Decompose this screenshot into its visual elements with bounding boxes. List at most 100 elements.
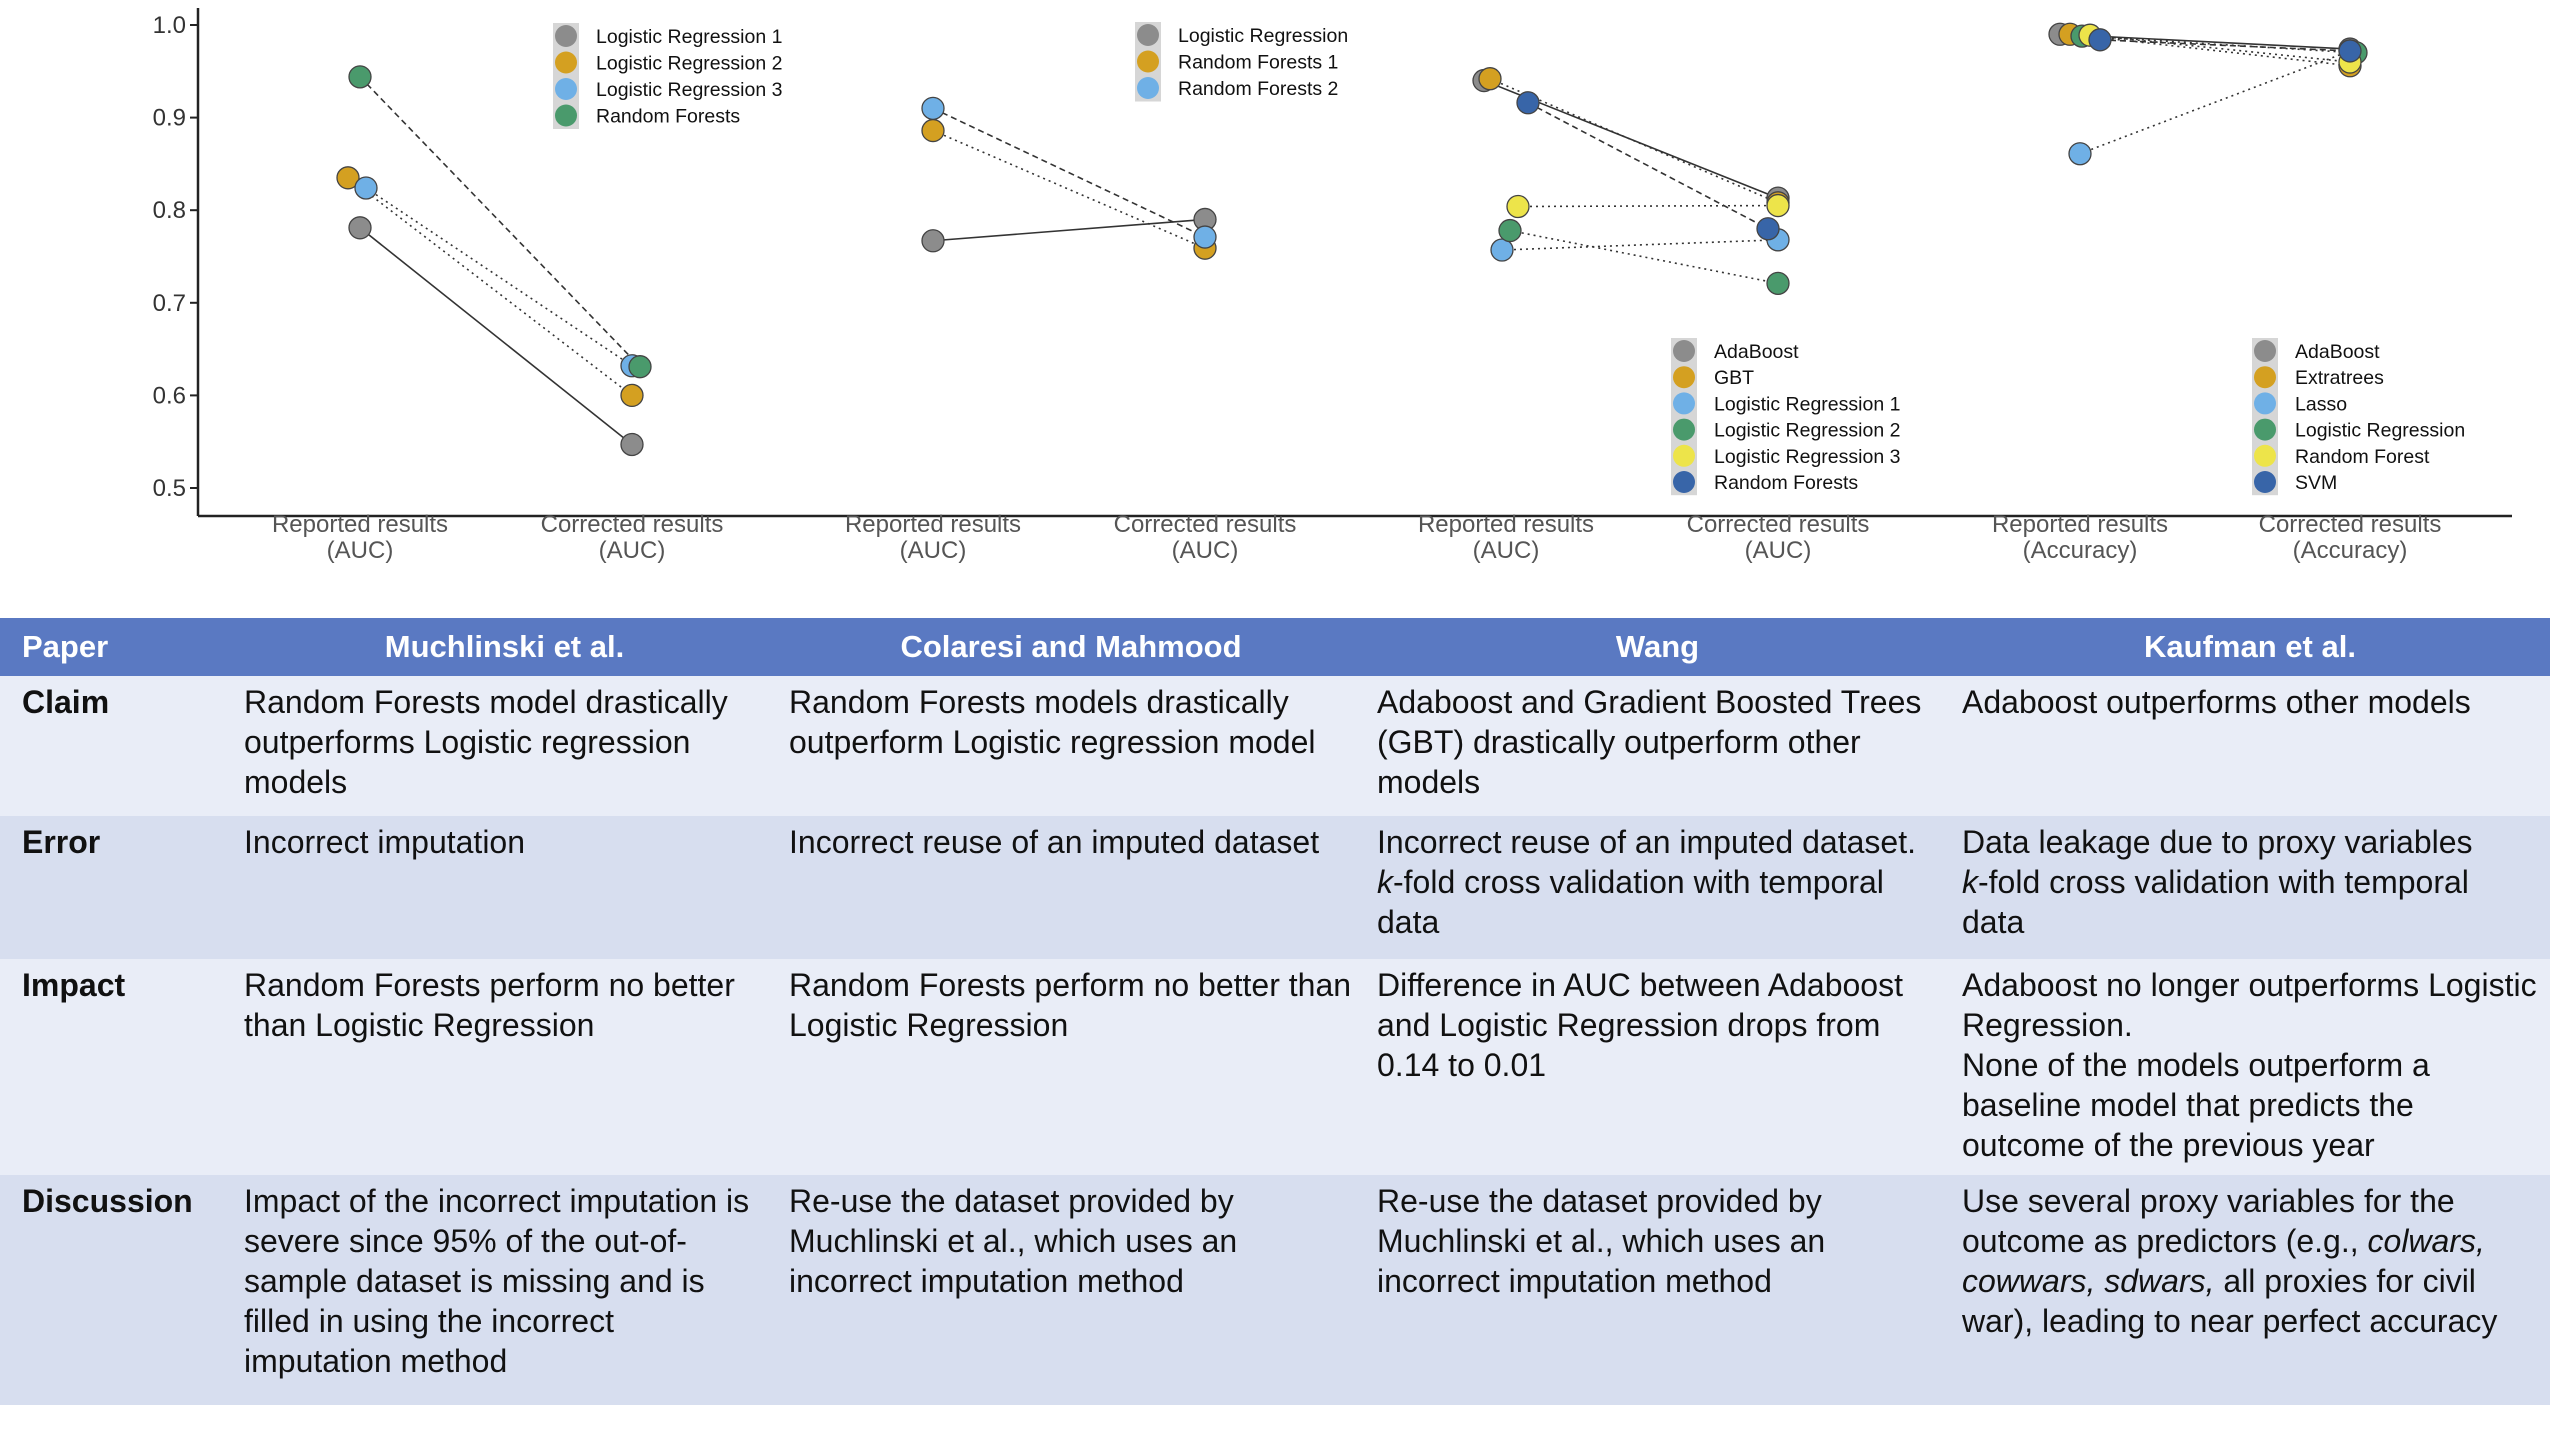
claim-muchlinski: Random Forests model drastically outperf… [232, 676, 777, 816]
summary-table: Paper Muchlinski et al. Colaresi and Mah… [0, 618, 2550, 1405]
error-wang-text-a: Incorrect reuse of an imputed dataset. [1377, 824, 1916, 860]
discussion-wang: Re-use the dataset provided by Muchlinsk… [1365, 1175, 1950, 1405]
legend-marker [1673, 418, 1695, 441]
legend-label: SVM [2295, 472, 2337, 494]
data-point-corrected [620, 383, 644, 408]
legend-label: Random Forests [1714, 472, 1858, 494]
data-point-reported [921, 118, 945, 143]
data-point-corrected [1756, 217, 1780, 241]
data-point-reported [348, 65, 372, 89]
legend-marker [1137, 77, 1159, 99]
error-kaufman-text-c: -fold cross validation with temporal dat… [1962, 864, 2469, 940]
x-category-label: Reported results [272, 511, 448, 538]
table-header-row: Paper Muchlinski et al. Colaresi and Mah… [0, 618, 2550, 676]
row-label-error: Error [0, 816, 232, 959]
x-category-label: (AUC) [900, 537, 967, 564]
impact-wang: Difference in AUC between Adaboost and L… [1365, 959, 1950, 1175]
series-line [2089, 34, 2351, 63]
data-point-corrected [620, 432, 644, 457]
claim-wang: Adaboost and Gradient Boosted Trees (GBT… [1365, 676, 1950, 816]
series-line [932, 218, 1206, 242]
impact-colaresi: Random Forests perform no better than Lo… [777, 959, 1365, 1175]
discussion-kaufman-vars: colwars, cowwars, sdwars, [1962, 1223, 2485, 1299]
data-point-reported [1506, 194, 1530, 219]
y-tick-label: 0.9 [153, 105, 186, 132]
error-kaufman: Data leakage due to proxy variables k-fol… [1950, 816, 2550, 959]
legend-label: Logistic Regression 3 [1714, 446, 1900, 468]
row-claim: Claim Random Forests model drastically o… [0, 676, 2550, 816]
legend-label: Logistic Regression 1 [596, 26, 782, 48]
legend-marker [2254, 471, 2276, 493]
discussion-colaresi: Re-use the dataset provided by Muchlinsk… [777, 1175, 1365, 1405]
legend-marker [2254, 366, 2276, 389]
error-colaresi: Incorrect reuse of an imputed dataset [777, 816, 1365, 959]
legend-label: GBT [1714, 367, 1754, 389]
legend-key-background [2252, 338, 2278, 496]
impact-kaufman-p2: None of the models outperform a baseline… [1962, 1047, 2430, 1163]
impact-kaufman: Adaboost no longer outperforms Logistic … [1950, 959, 2550, 1175]
legend-label: Logistic Regression 2 [1714, 420, 1900, 442]
x-category-label: (Accuracy) [2293, 537, 2408, 564]
legend-marker [2254, 392, 2276, 415]
series-line [932, 107, 1206, 238]
series-line [2079, 50, 2351, 155]
x-category-label: Corrected results [541, 511, 724, 538]
data-point-reported [1498, 218, 1522, 243]
x-category-label: (AUC) [1473, 537, 1540, 564]
legend-marker [1137, 24, 1159, 46]
row-label-claim: Claim [0, 676, 232, 816]
series-line [1509, 229, 1779, 285]
header-kaufman: Kaufman et al. [1950, 618, 2550, 676]
series-line [2069, 33, 2351, 67]
legend-marker [1673, 340, 1695, 362]
data-point-corrected [2338, 39, 2362, 63]
y-tick-label: 0.7 [153, 290, 186, 317]
series-line [2099, 39, 2351, 52]
model-comparison-chart: 0.5 0.6 0.7 0.8 0.9 1.0 Reported results (AUC) C… [0, 0, 2550, 600]
data-point-reported [921, 229, 945, 253]
discussion-kaufman-text-a: Use several proxy variables for the outc… [1962, 1183, 2455, 1259]
series-line [347, 177, 633, 397]
row-discussion: Discussion Impact of the incorrect imput… [0, 1175, 2550, 1405]
legend-label: Random Forests [596, 106, 740, 128]
row-impact: Impact Random Forests perform no better … [0, 959, 2550, 1175]
legend-marker [1673, 444, 1695, 467]
data-point-corrected [1766, 271, 1790, 296]
row-error: Error Incorrect imputation Incorrect reu… [0, 816, 2550, 959]
series-line [1527, 102, 1769, 230]
header-wang: Wang [1365, 618, 1950, 676]
legend-marker [1673, 471, 1695, 493]
legend-key-background [1671, 338, 1697, 496]
discussion-kaufman-text-c: all proxies for civil war), leading to n… [1962, 1263, 2498, 1339]
legend-marker [555, 51, 577, 74]
legend-marker [555, 104, 577, 127]
x-category-label: (AUC) [327, 537, 394, 564]
data-point-corrected [1193, 225, 1217, 249]
row-label-impact: Impact [0, 959, 232, 1175]
y-tick-label: 1.0 [153, 12, 186, 39]
legend-label: AdaBoost [2295, 341, 2380, 363]
y-tick-label: 0.8 [153, 197, 186, 224]
error-wang-k: k [1377, 864, 1393, 900]
y-tick-label: 0.6 [153, 382, 186, 409]
x-category-label: (Accuracy) [2023, 537, 2138, 564]
error-wang: Incorrect reuse of an imputed dataset. k… [1365, 816, 1950, 959]
series-line [1489, 77, 1779, 204]
x-category-label: Reported results [845, 511, 1021, 538]
data-point-reported [1478, 67, 1502, 91]
data-point-reported [1516, 91, 1540, 115]
data-point-reported [1490, 238, 1514, 262]
x-category-label: (AUC) [599, 537, 666, 564]
error-kaufman-text-a: Data leakage due to proxy variables [1962, 824, 2473, 860]
x-category-label: Corrected results [1114, 511, 1297, 538]
legend-marker [1673, 366, 1695, 389]
legend-marker [555, 78, 577, 100]
legend-label: Logistic Regression 1 [1714, 393, 1900, 415]
legend-label: Random Forests 2 [1178, 78, 1338, 100]
legend-label: Lasso [2295, 393, 2347, 415]
legend-marker [1137, 50, 1159, 73]
claim-kaufman: Adaboost outperforms other models [1950, 676, 2550, 816]
data-point-reported [336, 166, 360, 190]
data-point-corrected [1766, 193, 1790, 218]
